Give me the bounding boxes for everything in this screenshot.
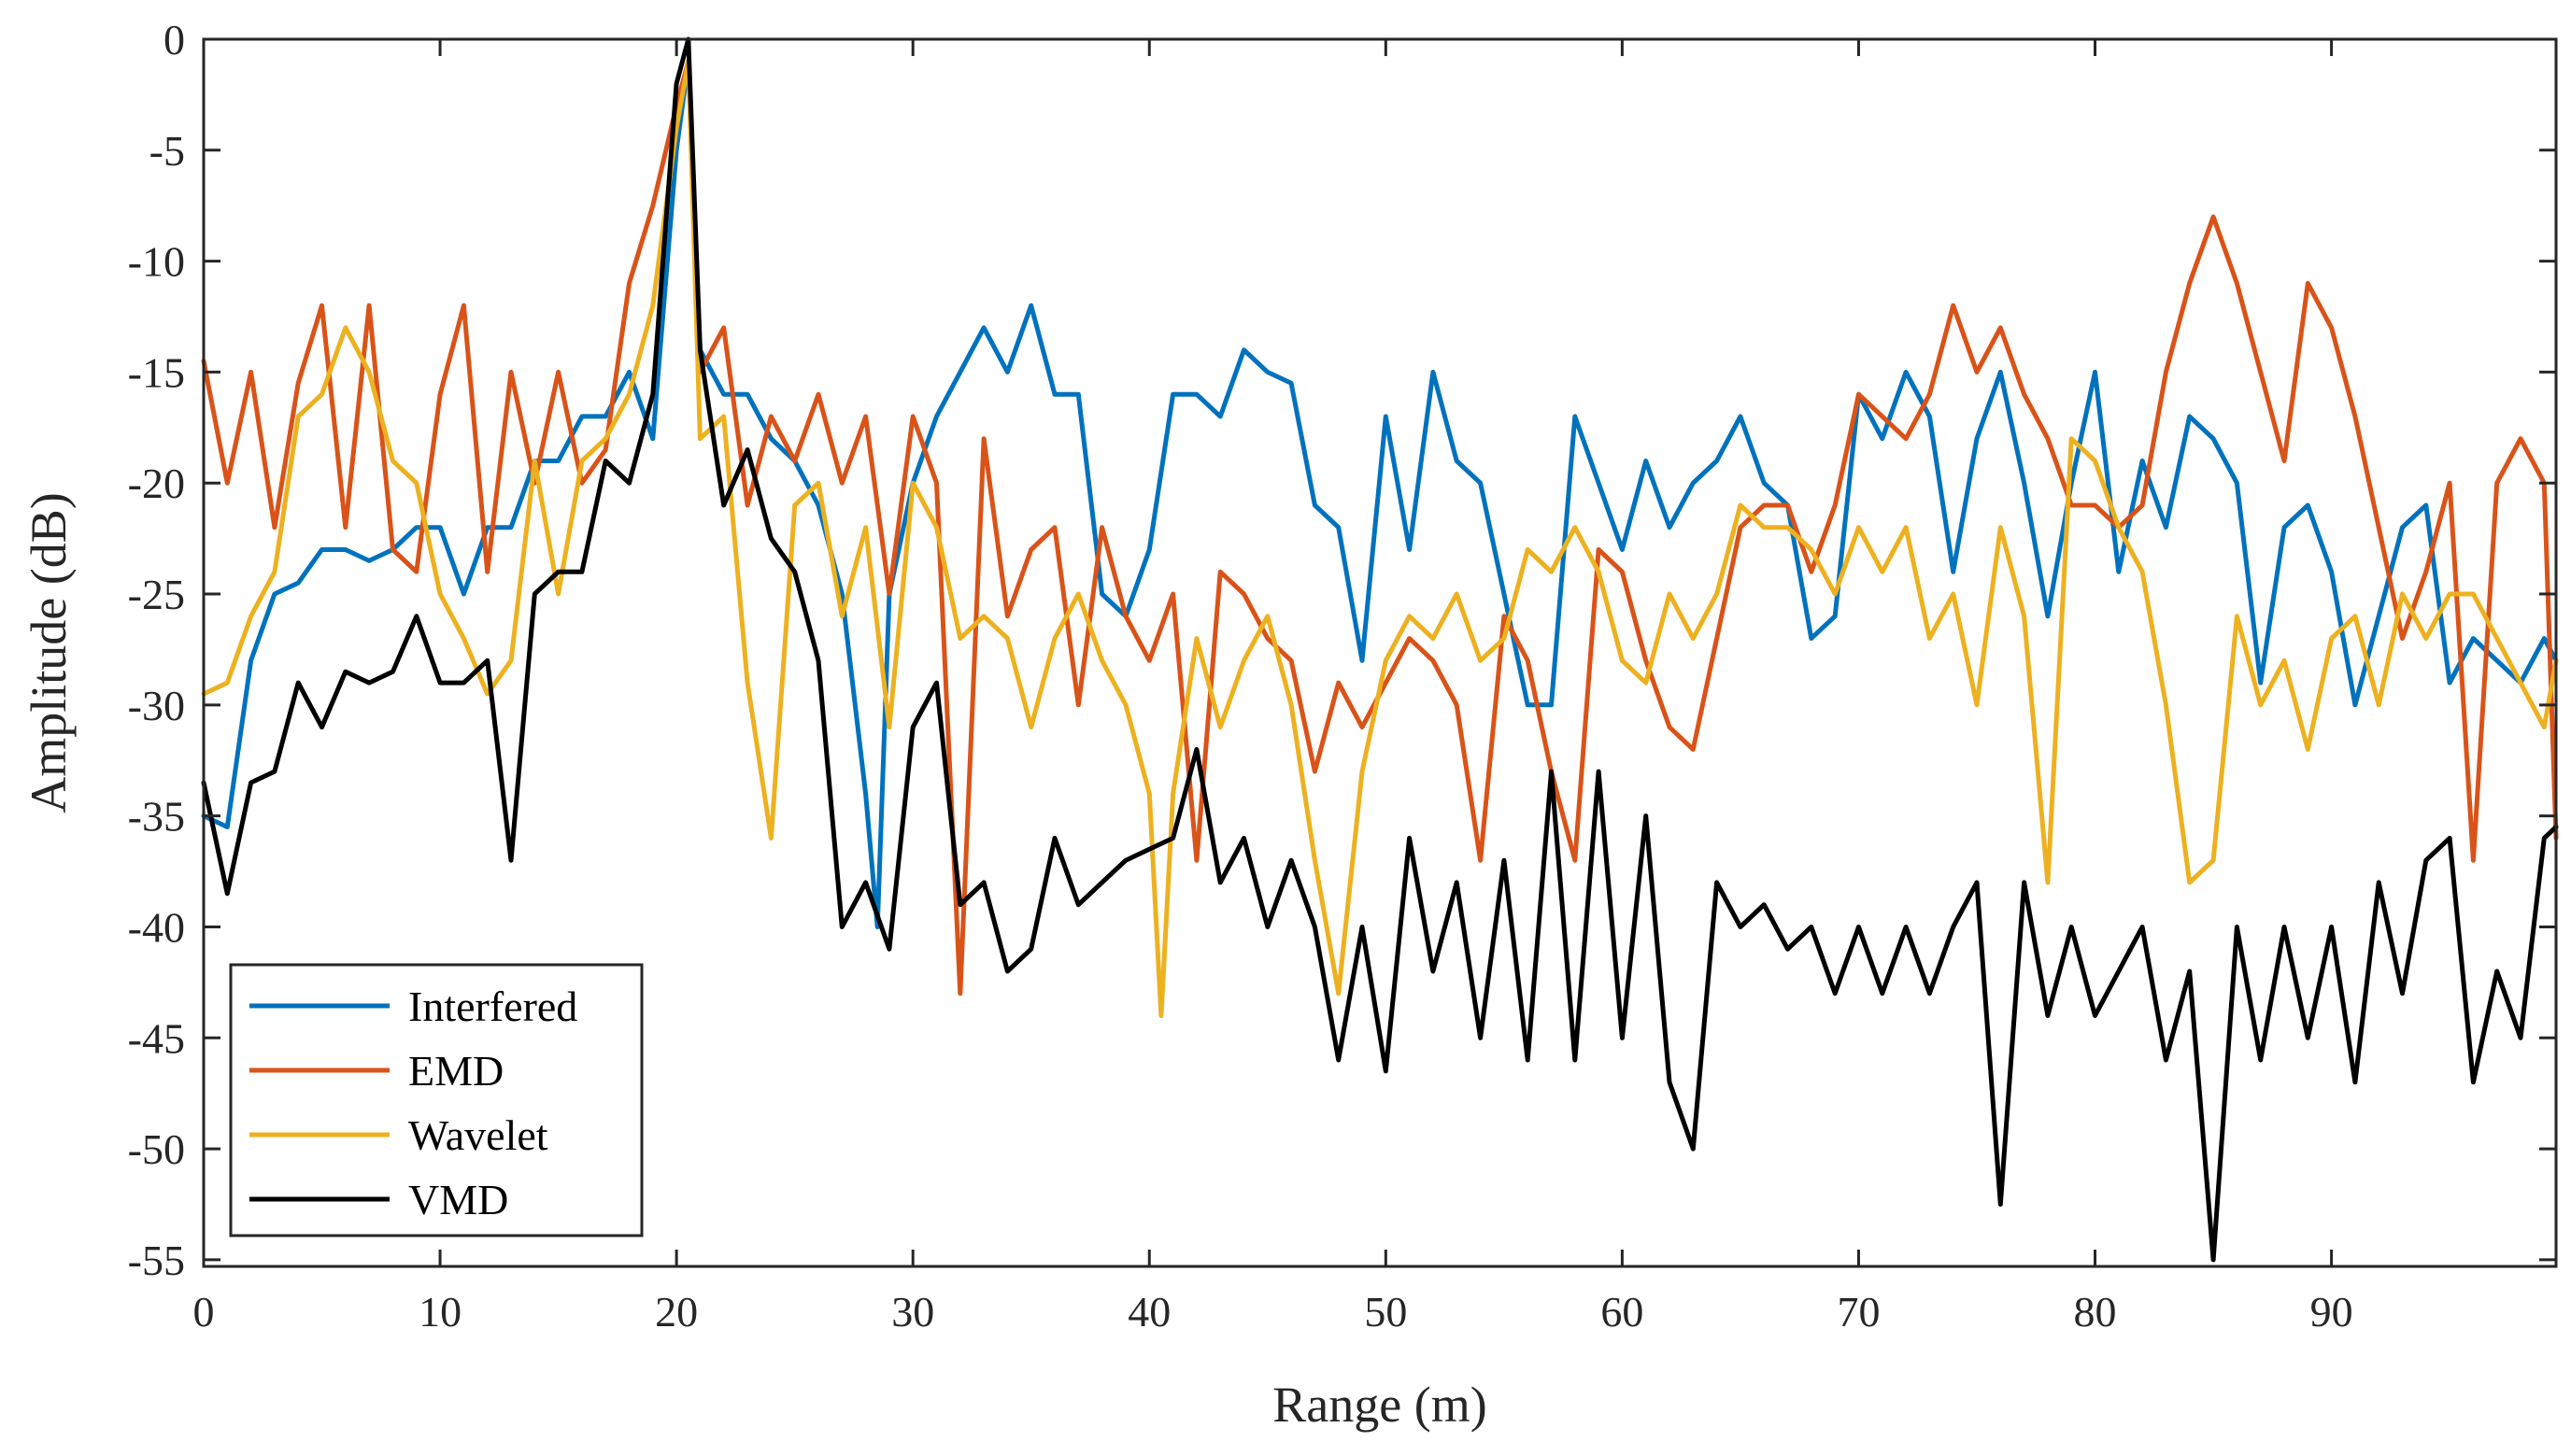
series-line-vmd [201,36,2559,1263]
y-tick-label: -25 [128,571,185,618]
x-tick-label: 0 [193,1288,215,1336]
x-tick-label: 20 [655,1288,698,1336]
legend-entry-interfered: Interfered [408,982,577,1030]
axes-box [202,37,2558,1268]
legend-box [229,963,644,1237]
series-layer [201,36,2559,1263]
y-tick-label: -35 [128,793,185,841]
legend-entry-emd: EMD [408,1047,504,1095]
x-tick-label: 30 [891,1288,934,1336]
y-tick-label: -15 [128,348,185,396]
y-tick-label: -45 [128,1014,185,1062]
y-tick-label: -55 [128,1237,185,1284]
y-tick-label: -40 [128,903,185,951]
y-axis-label: Amplitude (dB) [21,492,77,813]
x-axis-label: Range (m) [1272,1377,1486,1433]
series-line-interfered [201,59,2559,929]
legend-entry-vmd: VMD [408,1176,508,1223]
x-tick-label: 80 [2074,1288,2117,1336]
y-tick-label: -50 [128,1125,185,1173]
x-tick-label: 60 [1600,1288,1643,1336]
legend: Interfered EMD Wavelet VMD [229,963,644,1237]
legend-entry-wavelet: Wavelet [408,1111,548,1159]
y-tick-label: -5 [149,127,185,175]
series-line-wavelet [201,59,2559,1018]
y-tick-label: -20 [128,459,185,507]
x-tick-label: 90 [2310,1288,2353,1336]
x-tick-label: 10 [419,1288,462,1336]
ticks-layer: 0 10 20 30 40 50 60 70 80 90 0 -5 -10 -15 -20 -25 -30 -35… [128,16,2556,1336]
x-tick-label: 40 [1128,1288,1171,1336]
y-tick-label: 0 [163,16,185,64]
y-tick-label: -10 [128,238,185,286]
y-tick-label: -30 [128,682,185,729]
x-tick-label: 50 [1364,1288,1407,1336]
x-tick-label: 70 [1837,1288,1880,1336]
